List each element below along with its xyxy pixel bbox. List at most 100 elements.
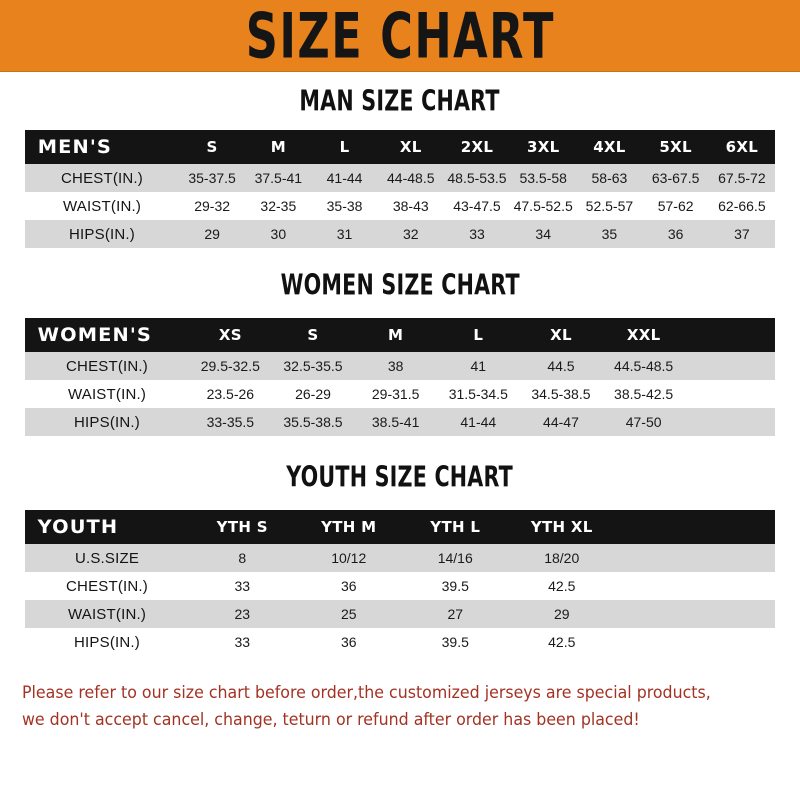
order-policy-note-line2: we don't accept cancel, change, teturn o…	[22, 710, 640, 730]
men-size-header-2: L	[339, 138, 350, 156]
men-category-label: MEN'S	[37, 136, 112, 158]
youth-ussize-3: 18/20	[544, 550, 580, 566]
youth-row-waist: WAIST(IN.) 23 25 27 29	[25, 600, 775, 628]
women-header-pad	[685, 318, 775, 352]
women-chest-0: 29.5-32.5	[200, 358, 260, 374]
men-chest-0: 35-37.5	[188, 170, 236, 186]
men-size-header-4: 2XL	[460, 138, 494, 156]
youth-chest-2: 39.5	[441, 578, 469, 594]
women-chest-1: 32.5-35.5	[283, 358, 343, 374]
page-banner: SIZE CHART	[0, 0, 800, 72]
youth-row-chest: CHEST(IN.) 33 36 39.5 42.5	[25, 572, 775, 600]
youth-ussize-0: 8	[238, 550, 247, 566]
women-table-header-row: WOMEN'S XS S M L XL XXL	[25, 318, 775, 352]
men-hips-1: 30	[270, 226, 287, 242]
youth-waist-0: 23	[234, 606, 251, 622]
women-waist-5: 38.5-42.5	[614, 386, 674, 402]
women-row-chest-label: CHEST(IN.)	[66, 357, 148, 375]
men-waist-7: 57-62	[657, 198, 694, 214]
women-row-chest: CHEST(IN.) 29.5-32.5 32.5-35.5 38 41 44.…	[25, 352, 775, 380]
women-size-header-4: XL	[550, 326, 572, 344]
women-chest-5: 44.5-48.5	[614, 358, 674, 374]
men-hips-0: 29	[204, 226, 220, 242]
youth-chest-1: 36	[340, 578, 357, 594]
men-size-header-1: M	[270, 138, 286, 156]
women-size-table: WOMEN'S XS S M L XL XXL CHEST(IN.) 29.5-…	[25, 318, 775, 436]
men-row-hips: HIPS(IN.) 29 30 31 32 33 34 35 36 37	[25, 220, 775, 248]
men-waist-3: 38-43	[392, 198, 429, 214]
women-chest-4: 44.5	[547, 358, 575, 374]
youth-row-waist-label: WAIST(IN.)	[67, 605, 147, 623]
men-size-header-0: S	[206, 138, 218, 156]
women-hips-0: 33-35.5	[206, 414, 255, 430]
men-size-header-7: 5XL	[659, 138, 692, 156]
men-chest-4: 48.5-53.5	[447, 170, 507, 186]
women-hips-3: 41-44	[460, 414, 497, 430]
women-hips-4: 44-47	[543, 414, 579, 430]
men-hips-7: 36	[667, 226, 684, 242]
men-hips-3: 32	[402, 226, 419, 242]
women-waist-2: 29-31.5	[371, 386, 420, 402]
youth-waist-pad	[615, 600, 775, 628]
women-row-hips-label: HIPS(IN.)	[74, 413, 140, 431]
youth-row-ussize-label: U.S.SIZE	[74, 549, 140, 567]
youth-hips-3: 42.5	[548, 634, 576, 650]
youth-ussize-2: 14/16	[437, 550, 473, 566]
men-chest-8: 67.5-72	[718, 170, 766, 186]
youth-row-hips-label: HIPS(IN.)	[74, 633, 140, 651]
men-waist-1: 32-35	[260, 198, 297, 214]
men-section-title: MAN SIZE CHART	[299, 86, 501, 119]
men-chest-1: 37.5-41	[254, 170, 303, 186]
men-chest-6: 58-63	[591, 170, 628, 186]
women-section-title-wrap: WOMEN SIZE CHART	[0, 270, 800, 304]
women-row-hips: HIPS(IN.) 33-35.5 35.5-38.5 38.5-41 41-4…	[25, 408, 775, 436]
men-chest-7: 63-67.5	[651, 170, 700, 186]
youth-header-pad	[615, 510, 775, 544]
youth-chest-3: 42.5	[548, 578, 576, 594]
youth-row-hips: HIPS(IN.) 33 36 39.5 42.5	[25, 628, 775, 656]
women-hips-5: 47-50	[625, 414, 662, 430]
men-row-chest-label: CHEST(IN.)	[61, 169, 143, 187]
youth-ussize-1: 10/12	[331, 550, 367, 566]
women-waist-1: 26-29	[295, 386, 331, 402]
youth-waist-3: 29	[553, 606, 570, 622]
women-category-label: WOMEN'S	[37, 324, 152, 346]
men-waist-5: 47.5-52.5	[513, 198, 573, 214]
youth-size-header-2: YTH L	[430, 518, 481, 536]
men-size-header-6: 4XL	[593, 138, 626, 156]
women-hips-1: 35.5-38.5	[283, 414, 343, 430]
youth-category-label: YOUTH	[37, 516, 119, 538]
women-hips-2: 38.5-41	[371, 414, 420, 430]
women-row-waist: WAIST(IN.) 23.5-26 26-29 29-31.5 31.5-34…	[25, 380, 775, 408]
men-chest-3: 44-48.5	[387, 170, 435, 186]
men-waist-2: 35-38	[326, 198, 363, 214]
youth-hips-1: 36	[340, 634, 357, 650]
youth-size-header-1: YTH M	[321, 518, 377, 536]
men-size-table: MEN'S S M L XL 2XL 3XL 4XL 5XL 6XL CHEST…	[25, 130, 775, 248]
youth-row-ussize: U.S.SIZE 8 10/12 14/16 18/20	[25, 544, 775, 572]
youth-size-header-0: YTH S	[216, 518, 268, 536]
men-hips-4: 33	[469, 226, 485, 242]
men-row-hips-label: HIPS(IN.)	[69, 225, 135, 243]
women-chest-3: 41	[470, 358, 487, 374]
youth-chest-pad	[615, 572, 775, 600]
women-size-header-2: M	[388, 326, 404, 344]
men-waist-0: 29-32	[194, 198, 231, 214]
men-table-header-row: MEN'S S M L XL 2XL 3XL 4XL 5XL 6XL	[25, 130, 775, 164]
men-row-waist-label: WAIST(IN.)	[62, 197, 142, 215]
men-hips-5: 34	[535, 226, 551, 242]
women-size-header-1: S	[307, 326, 319, 344]
youth-size-table: YOUTH YTH S YTH M YTH L YTH XL U.S.SIZE …	[25, 510, 775, 656]
men-size-header-5: 3XL	[526, 138, 560, 156]
women-section-title: WOMEN SIZE CHART	[280, 270, 520, 303]
women-chest-2: 38	[387, 358, 404, 374]
youth-hips-2: 39.5	[441, 634, 469, 650]
women-waist-pad	[685, 380, 775, 408]
women-size-header-0: XS	[218, 326, 242, 344]
women-size-header-5: XXL	[626, 326, 661, 344]
men-waist-4: 43-47.5	[453, 198, 501, 214]
men-hips-2: 31	[336, 226, 353, 242]
youth-waist-2: 27	[447, 606, 464, 622]
men-size-header-3: XL	[399, 138, 422, 156]
order-policy-note-line1: Please refer to our size chart before or…	[22, 683, 711, 703]
